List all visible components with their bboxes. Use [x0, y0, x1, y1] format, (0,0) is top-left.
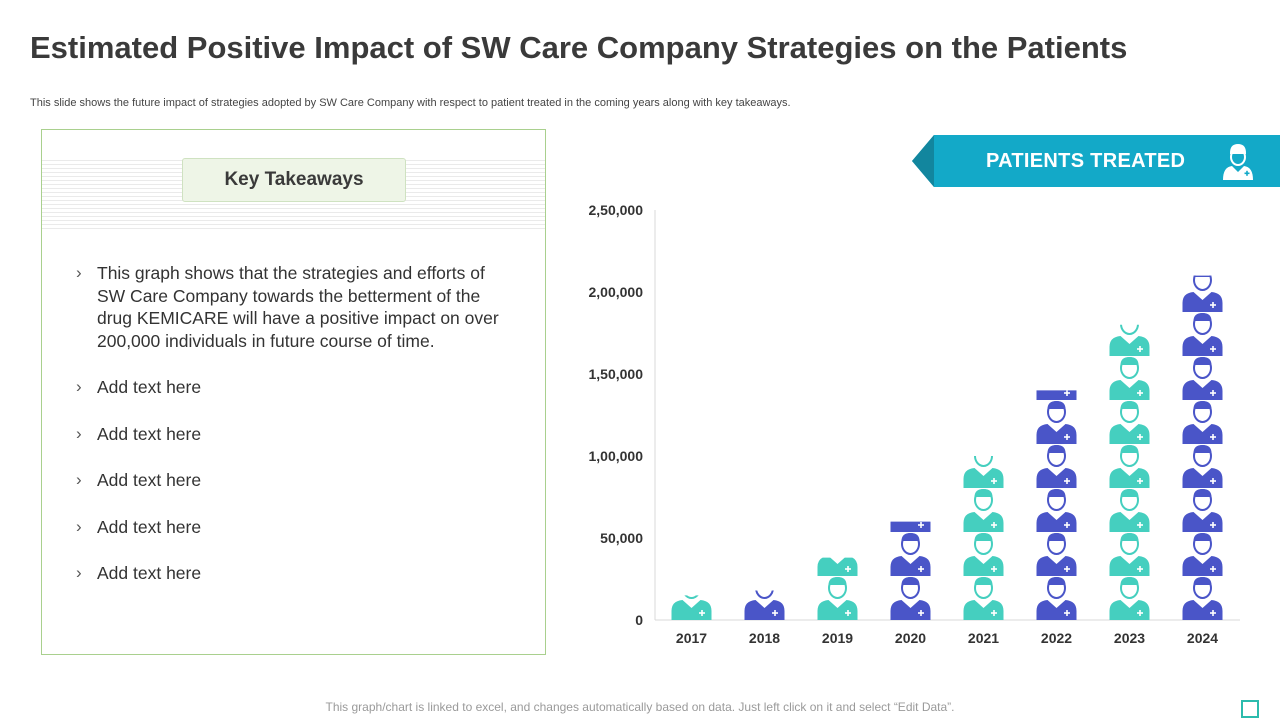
x-tick-label: 2021	[968, 630, 999, 646]
y-tick-label: 50,000	[600, 530, 643, 546]
corner-decoration	[1241, 700, 1259, 718]
takeaway-text: Add text here	[97, 516, 202, 537]
x-tick-label: 2018	[749, 630, 780, 646]
x-tick-label: 2022	[1041, 630, 1072, 646]
y-tick-label: 2,50,000	[589, 202, 644, 218]
takeaway-text: Add text here	[97, 423, 202, 444]
x-tick-label: 2023	[1114, 630, 1145, 646]
bar-2019	[817, 557, 858, 620]
bar-2020	[890, 521, 931, 620]
badge-background	[912, 135, 1280, 187]
x-tick-label: 2019	[822, 630, 853, 646]
page-title: Estimated Positive Impact of SW Care Com…	[30, 30, 1128, 65]
bar-2018	[744, 590, 785, 620]
chevron-right-icon: ›	[76, 263, 82, 282]
takeaway-text: Add text here	[97, 470, 202, 490]
doctor-icon	[1223, 144, 1253, 180]
y-tick-label: 0	[635, 612, 643, 628]
y-tick-label: 1,50,000	[589, 366, 644, 382]
chevron-right-icon: ›	[76, 563, 82, 582]
takeaway-item: › Add text here	[76, 469, 516, 492]
chevron-right-icon: ›	[76, 516, 82, 536]
takeaway-item: › Add text here	[76, 423, 516, 446]
patients-chart: 050,0001,00,0001,50,0002,00,0002,50,000 …	[589, 202, 1240, 646]
takeaway-text: Add text here	[97, 377, 202, 397]
chevron-right-icon: ›	[76, 470, 82, 489]
y-axis-ticks: 0 50,000 1,00,000 1,50,000 2,00,000 2,50,000	[589, 202, 644, 628]
chart-bars	[671, 275, 1223, 620]
key-takeaways-panel: Key Takeaways › This graph shows that the…	[41, 129, 546, 655]
patients-treated-badge: PATIENTS TREATED	[912, 135, 1280, 187]
bar-2023	[1109, 324, 1150, 620]
x-axis-labels: 2017 2018 2019 2020 2021 2022 2023 2024	[676, 630, 1218, 646]
chart-axis	[654, 210, 1240, 621]
badge-label: PATIENTS TREATED	[986, 150, 1186, 172]
x-tick-label: 2024	[1187, 630, 1218, 646]
takeaway-item: › Add text here	[76, 516, 516, 539]
x-tick-label: 2020	[895, 630, 926, 646]
x-tick-label: 2017	[676, 630, 707, 646]
bar-2017	[671, 595, 712, 620]
key-takeaways-header: Key Takeaways	[182, 158, 406, 202]
takeaway-item: › Add text here	[76, 376, 516, 399]
bar-2022	[1036, 390, 1077, 620]
takeaway-list: › This graph shows that the strategies an…	[76, 262, 516, 609]
y-tick-label: 1,00,000	[589, 448, 644, 464]
y-tick-label: 2,00,000	[589, 284, 644, 300]
bar-2024	[1182, 275, 1223, 620]
takeaway-item: › Add text here	[76, 562, 516, 585]
takeaway-item: › This graph shows that the strategies an…	[76, 262, 516, 352]
bar-2021	[963, 456, 1004, 620]
page-subtitle: This slide shows the future impact of st…	[30, 97, 791, 109]
footer-note: This graph/chart is linked to excel, and…	[325, 700, 955, 714]
takeaway-text: This graph shows that the strategies and…	[97, 263, 499, 351]
takeaway-text: Add text here	[97, 563, 202, 583]
chevron-right-icon: ›	[76, 423, 82, 443]
chevron-right-icon: ›	[76, 377, 82, 396]
